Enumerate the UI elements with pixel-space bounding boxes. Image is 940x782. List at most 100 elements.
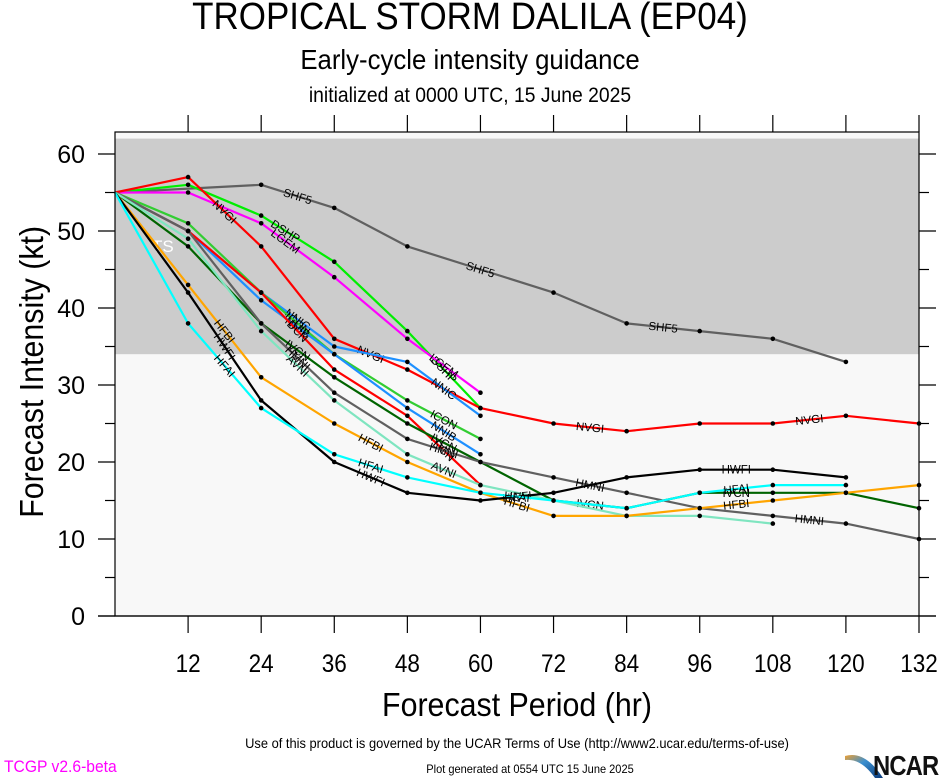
- series-line-avni: [114, 191, 773, 525]
- data-point: [331, 459, 337, 465]
- data-point: [331, 351, 337, 357]
- series-label-ivcn: IVCN: [723, 488, 750, 500]
- data-point: [478, 490, 483, 496]
- data-point: [331, 375, 337, 380]
- data-point: [843, 475, 849, 480]
- data-point: [331, 336, 337, 342]
- y-tick-label: 0: [71, 603, 85, 631]
- x-tick-label: 36: [322, 650, 347, 678]
- data-point: [697, 421, 703, 426]
- data-point: [843, 482, 849, 488]
- data-point: [331, 274, 337, 280]
- data-point: [258, 182, 264, 188]
- y-tick-label: 40: [57, 295, 85, 323]
- data-point: [770, 521, 776, 526]
- data-point: [843, 521, 849, 526]
- ts-shaded-region: [115, 138, 919, 355]
- series-line-ivcn: [114, 191, 920, 510]
- series-label-hfbi: HFBI: [723, 498, 750, 513]
- data-point: [478, 498, 483, 503]
- data-point: [405, 475, 410, 480]
- x-tick-label: 48: [395, 650, 420, 678]
- data-point: [405, 405, 410, 411]
- chart-title: TROPICAL STORM DALILA (EP04): [192, 0, 748, 38]
- data-point: [478, 413, 483, 419]
- data-point: [185, 174, 191, 180]
- data-point: [405, 336, 410, 342]
- data-point: [770, 490, 776, 496]
- data-point: [258, 405, 264, 411]
- data-point: [258, 298, 264, 303]
- series-line-nvgi: [114, 176, 920, 433]
- series-label-hmni: HMNI: [794, 513, 824, 528]
- data-point: [331, 398, 337, 403]
- x-axis-label: Forecast Period (hr): [382, 686, 652, 723]
- data-point: [185, 182, 191, 188]
- data-point: [185, 244, 191, 249]
- data-point: [185, 290, 191, 295]
- data-point: [770, 482, 776, 488]
- data-point: [405, 459, 410, 465]
- data-point: [697, 505, 703, 511]
- data-point: [405, 452, 410, 457]
- ncar-swoosh-icon: [845, 754, 883, 778]
- data-point: [258, 244, 264, 249]
- series-line-lgem: [115, 191, 482, 394]
- data-point: [624, 321, 629, 326]
- data-point: [258, 375, 264, 380]
- data-point: [843, 490, 849, 496]
- ncar-logo-text: NCAR: [873, 750, 939, 781]
- terms-of-use-text: Use of this product is governed by the U…: [245, 735, 789, 751]
- data-point: [551, 475, 556, 480]
- series-line-hmni: [114, 191, 920, 541]
- data-point: [478, 405, 483, 411]
- data-point: [478, 390, 483, 396]
- data-point: [551, 290, 556, 295]
- data-point: [551, 498, 556, 503]
- data-point: [478, 482, 483, 488]
- data-point: [478, 452, 483, 457]
- data-point: [697, 513, 703, 519]
- data-point: [185, 228, 191, 234]
- ncar-logo: NCAR: [845, 748, 940, 781]
- series-label-hwfi: HWFI: [722, 465, 751, 477]
- data-point: [624, 513, 629, 519]
- data-point: [405, 367, 410, 372]
- data-point: [405, 244, 410, 249]
- y-tick-label: 50: [57, 218, 85, 246]
- series-label-hfai: HFAI: [723, 483, 750, 498]
- data-point: [551, 421, 556, 426]
- data-point: [770, 513, 776, 519]
- data-point: [405, 359, 410, 365]
- data-point: [331, 390, 337, 396]
- data-point: [258, 213, 264, 218]
- data-point: [770, 336, 776, 342]
- x-tick-label: 72: [541, 650, 566, 678]
- series-line-icon: [114, 191, 481, 440]
- data-point: [405, 328, 410, 334]
- data-point: [258, 221, 264, 226]
- data-point: [258, 328, 264, 334]
- data-point: [185, 221, 191, 226]
- y-tick-label: 20: [57, 449, 85, 477]
- data-point: [405, 421, 410, 426]
- data-point: [331, 452, 337, 457]
- data-point: [331, 421, 337, 426]
- series-label-hfai: HFAI: [504, 490, 531, 505]
- data-point: [185, 321, 191, 326]
- data-point: [697, 490, 703, 496]
- data-point: [405, 413, 410, 419]
- data-point: [770, 498, 776, 503]
- data-point: [697, 328, 703, 334]
- chart-subtitle: Early-cycle intensity guidance: [300, 44, 640, 75]
- data-point: [185, 190, 191, 195]
- data-point: [770, 467, 776, 473]
- y-tick-label: 30: [57, 372, 85, 400]
- y-tick-label: 10: [57, 526, 85, 554]
- data-point: [843, 359, 849, 365]
- data-point: [185, 236, 191, 241]
- data-point: [624, 475, 629, 480]
- data-point: [258, 398, 264, 403]
